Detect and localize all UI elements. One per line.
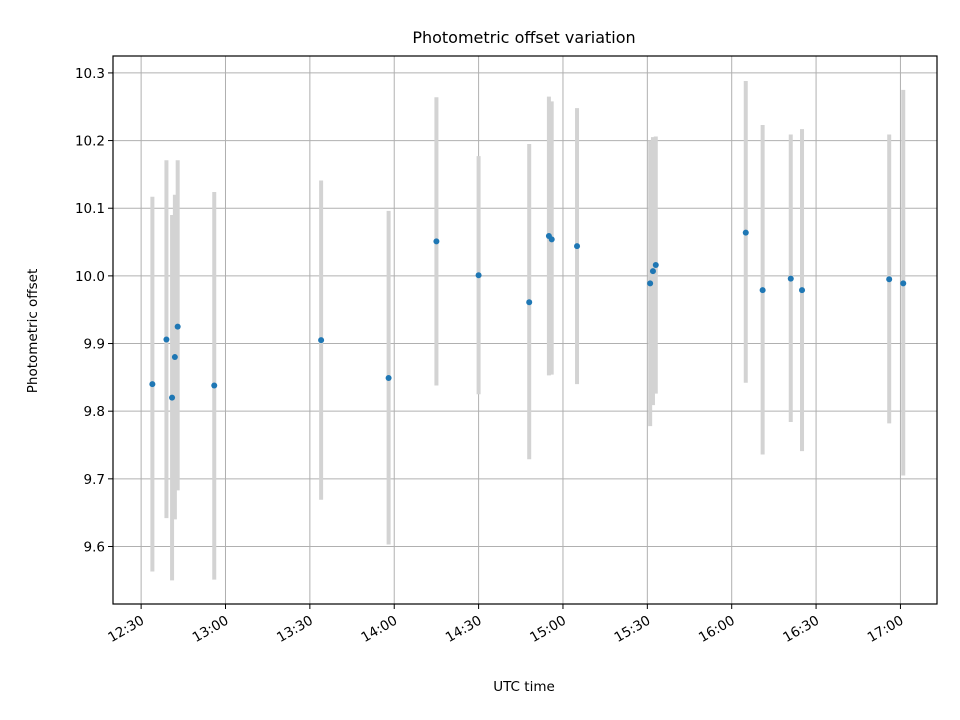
data-point xyxy=(385,375,392,382)
chart-title: Photometric offset variation xyxy=(412,28,635,47)
data-point xyxy=(574,243,581,250)
data-point xyxy=(163,336,170,343)
data-points xyxy=(149,229,907,401)
x-axis-label: UTC time xyxy=(493,679,555,695)
y-tick-label: 9.9 xyxy=(84,337,105,353)
data-point xyxy=(742,229,749,236)
y-tick-label: 10.0 xyxy=(75,269,105,285)
data-point xyxy=(149,381,156,388)
data-point xyxy=(548,236,555,243)
y-tick-label: 10.2 xyxy=(75,134,105,150)
data-point xyxy=(318,337,325,344)
data-point xyxy=(433,238,440,245)
y-tick-label: 10.1 xyxy=(75,201,105,217)
plot-area-frame xyxy=(112,55,938,605)
data-point xyxy=(886,276,893,283)
data-point xyxy=(171,354,178,361)
data-point xyxy=(787,275,794,282)
y-tick-label: 9.7 xyxy=(84,472,105,488)
data-point xyxy=(799,287,806,294)
y-tick-label: 9.6 xyxy=(84,539,105,555)
y-tick-label: 10.3 xyxy=(75,66,105,82)
data-point xyxy=(211,382,218,389)
data-point xyxy=(475,272,482,279)
y-axis-label: Photometric offset xyxy=(25,269,41,393)
data-point xyxy=(174,323,181,330)
data-point xyxy=(759,287,766,294)
grid xyxy=(113,56,937,604)
y-tick-label: 9.8 xyxy=(84,404,105,420)
data-point xyxy=(649,268,656,275)
data-point xyxy=(900,280,907,287)
data-point xyxy=(169,394,176,401)
data-point xyxy=(526,299,533,306)
data-point xyxy=(647,280,654,287)
data-point xyxy=(652,262,659,269)
y-axis-ticks: 9.6 9.7 9.8 9.9 10.0 10.1 10.2 10.3 xyxy=(75,66,113,555)
